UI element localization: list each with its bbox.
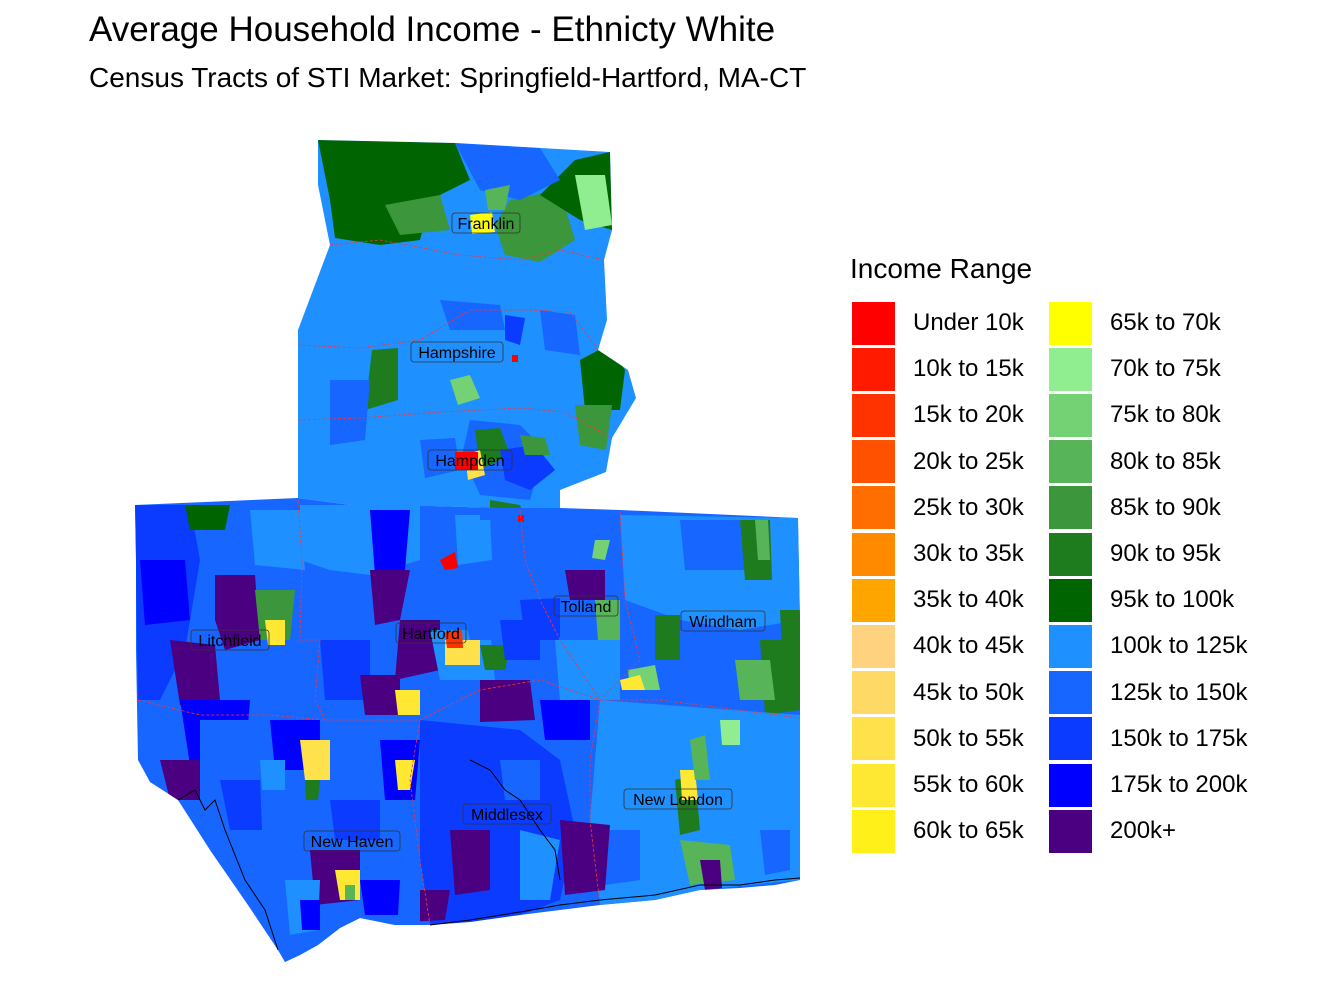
map-title: Average Household Income - Ethnicty Whit…: [89, 10, 776, 49]
legend-label: 95k to 100k: [1110, 586, 1235, 614]
legend-label: 60k to 65k: [913, 817, 1024, 845]
county-label-middlesex: Middlesex: [462, 803, 552, 825]
county-label-tolland: Tolland: [553, 595, 619, 617]
legend-item: 65k to 70k: [1049, 300, 1221, 346]
county-labels: Franklin Hampshire Hampden Litchfield Ha…: [190, 212, 766, 852]
svg-text:Windham: Windham: [689, 614, 757, 631]
legend-swatch: [1049, 440, 1092, 484]
legend-title: Income Range: [850, 253, 1033, 284]
svg-text:Hampshire: Hampshire: [418, 345, 495, 362]
legend-swatch: [1049, 717, 1092, 761]
svg-text:Hartford: Hartford: [402, 626, 460, 643]
county-label-new-london: New London: [623, 788, 733, 810]
legend-item: 70k to 75k: [1049, 346, 1221, 392]
county-label-litchfield: Litchfield: [190, 629, 270, 651]
svg-text:Tolland: Tolland: [561, 599, 612, 616]
legend-label: Under 10k: [913, 309, 1024, 336]
svg-text:Franklin: Franklin: [458, 216, 515, 233]
legend-item: 30k to 35k: [852, 531, 1024, 577]
legend-label: 10k to 15k: [913, 355, 1024, 383]
legend-label: 55k to 60k: [913, 771, 1024, 798]
legend-label: 100k to 125k: [1110, 632, 1248, 660]
county-label-new-haven: New Haven: [303, 830, 401, 852]
legend-swatch: [852, 717, 895, 761]
legend-swatch: [852, 578, 895, 622]
legend-swatch: [1049, 301, 1092, 345]
legend-item: 55k to 60k: [852, 762, 1024, 808]
choropleth-map: Franklin Hampshire Hampden Litchfield Ha…: [135, 140, 801, 962]
legend-swatch: [852, 347, 895, 391]
legend-label: 25k to 30k: [913, 493, 1024, 521]
legend-item: 10k to 15k: [852, 346, 1024, 392]
county-label-franklin: Franklin: [451, 212, 521, 234]
svg-text:Hampden: Hampden: [435, 453, 504, 470]
legend-item: 85k to 90k: [1049, 485, 1221, 531]
legend-swatch: [1049, 809, 1092, 853]
county-label-windham: Windham: [680, 610, 766, 632]
legend-label: 15k to 20k: [913, 401, 1024, 429]
legend-label: 75k to 80k: [1110, 401, 1221, 429]
legend-label: 45k to 50k: [913, 678, 1024, 706]
massachusetts-tracts: [297, 140, 636, 508]
legend-item: 100k to 125k: [1049, 623, 1247, 669]
legend-item: Under 10k: [852, 300, 1024, 346]
legend-label: 200k+: [1110, 817, 1177, 845]
legend-swatch: [852, 301, 895, 345]
legend-item: 95k to 100k: [1049, 577, 1234, 623]
legend-item: 80k to 85k: [1049, 439, 1221, 485]
legend-item: 35k to 40k: [852, 577, 1024, 623]
connecticut-tracts: [135, 498, 801, 962]
legend-label: 150k to 175k: [1110, 724, 1248, 752]
legend-item: 20k to 25k: [852, 439, 1024, 485]
legend-label: 175k to 200k: [1110, 771, 1248, 798]
county-label-hampden: Hampden: [427, 449, 513, 471]
legend-label: 40k to 45k: [913, 632, 1024, 660]
legend-swatch: [852, 809, 895, 853]
legend-swatch: [1049, 486, 1092, 530]
legend-label: 125k to 150k: [1110, 678, 1248, 706]
map-subtitle: Census Tracts of STI Market: Springfield…: [89, 62, 807, 93]
svg-text:New Haven: New Haven: [311, 834, 394, 851]
legend-label: 80k to 85k: [1110, 447, 1221, 475]
legend-swatch: [852, 532, 895, 576]
legend-label: 70k to 75k: [1110, 355, 1221, 383]
legend-item: 175k to 200k: [1049, 762, 1247, 808]
legend-item: 15k to 20k: [852, 392, 1024, 438]
legend-item: 45k to 50k: [852, 670, 1024, 716]
legend-swatch: [1049, 763, 1092, 807]
county-label-hartford: Hartford: [395, 622, 467, 644]
legend-swatch: [1049, 624, 1092, 668]
legend-label: 50k to 55k: [913, 724, 1024, 752]
legend-label: 85k to 90k: [1110, 493, 1221, 521]
legend-swatch: [1049, 347, 1092, 391]
legend-swatch: [1049, 578, 1092, 622]
legend-label: 30k to 35k: [913, 540, 1024, 567]
legend-item: 90k to 95k: [1049, 531, 1221, 577]
legend-item: 40k to 45k: [852, 623, 1024, 669]
legend-item: 50k to 55k: [852, 716, 1024, 762]
legend-swatch: [852, 440, 895, 484]
legend-label: 20k to 25k: [913, 447, 1024, 475]
legend-swatch: [852, 393, 895, 437]
legend-item: 150k to 175k: [1049, 716, 1247, 762]
legend-label: 35k to 40k: [913, 586, 1024, 614]
legend-swatch: [1049, 532, 1092, 576]
svg-text:Litchfield: Litchfield: [198, 633, 261, 650]
legend-swatch: [852, 624, 895, 668]
legend-label: 65k to 70k: [1110, 309, 1221, 336]
legend-item: 125k to 150k: [1049, 670, 1247, 716]
legend-item: 200k+: [1049, 808, 1176, 854]
legend-swatch: [1049, 393, 1092, 437]
legend-swatch: [852, 763, 895, 807]
svg-text:New London: New London: [633, 792, 723, 809]
legend-item: 60k to 65k: [852, 808, 1024, 854]
legend-swatch: [852, 486, 895, 530]
legend-swatch: [852, 671, 895, 715]
legend-item: 75k to 80k: [1049, 392, 1221, 438]
legend-label: 90k to 95k: [1110, 540, 1221, 567]
legend-item: 25k to 30k: [852, 485, 1024, 531]
county-label-hampshire: Hampshire: [410, 341, 504, 363]
svg-text:Middlesex: Middlesex: [471, 807, 543, 824]
legend-swatch: [1049, 671, 1092, 715]
